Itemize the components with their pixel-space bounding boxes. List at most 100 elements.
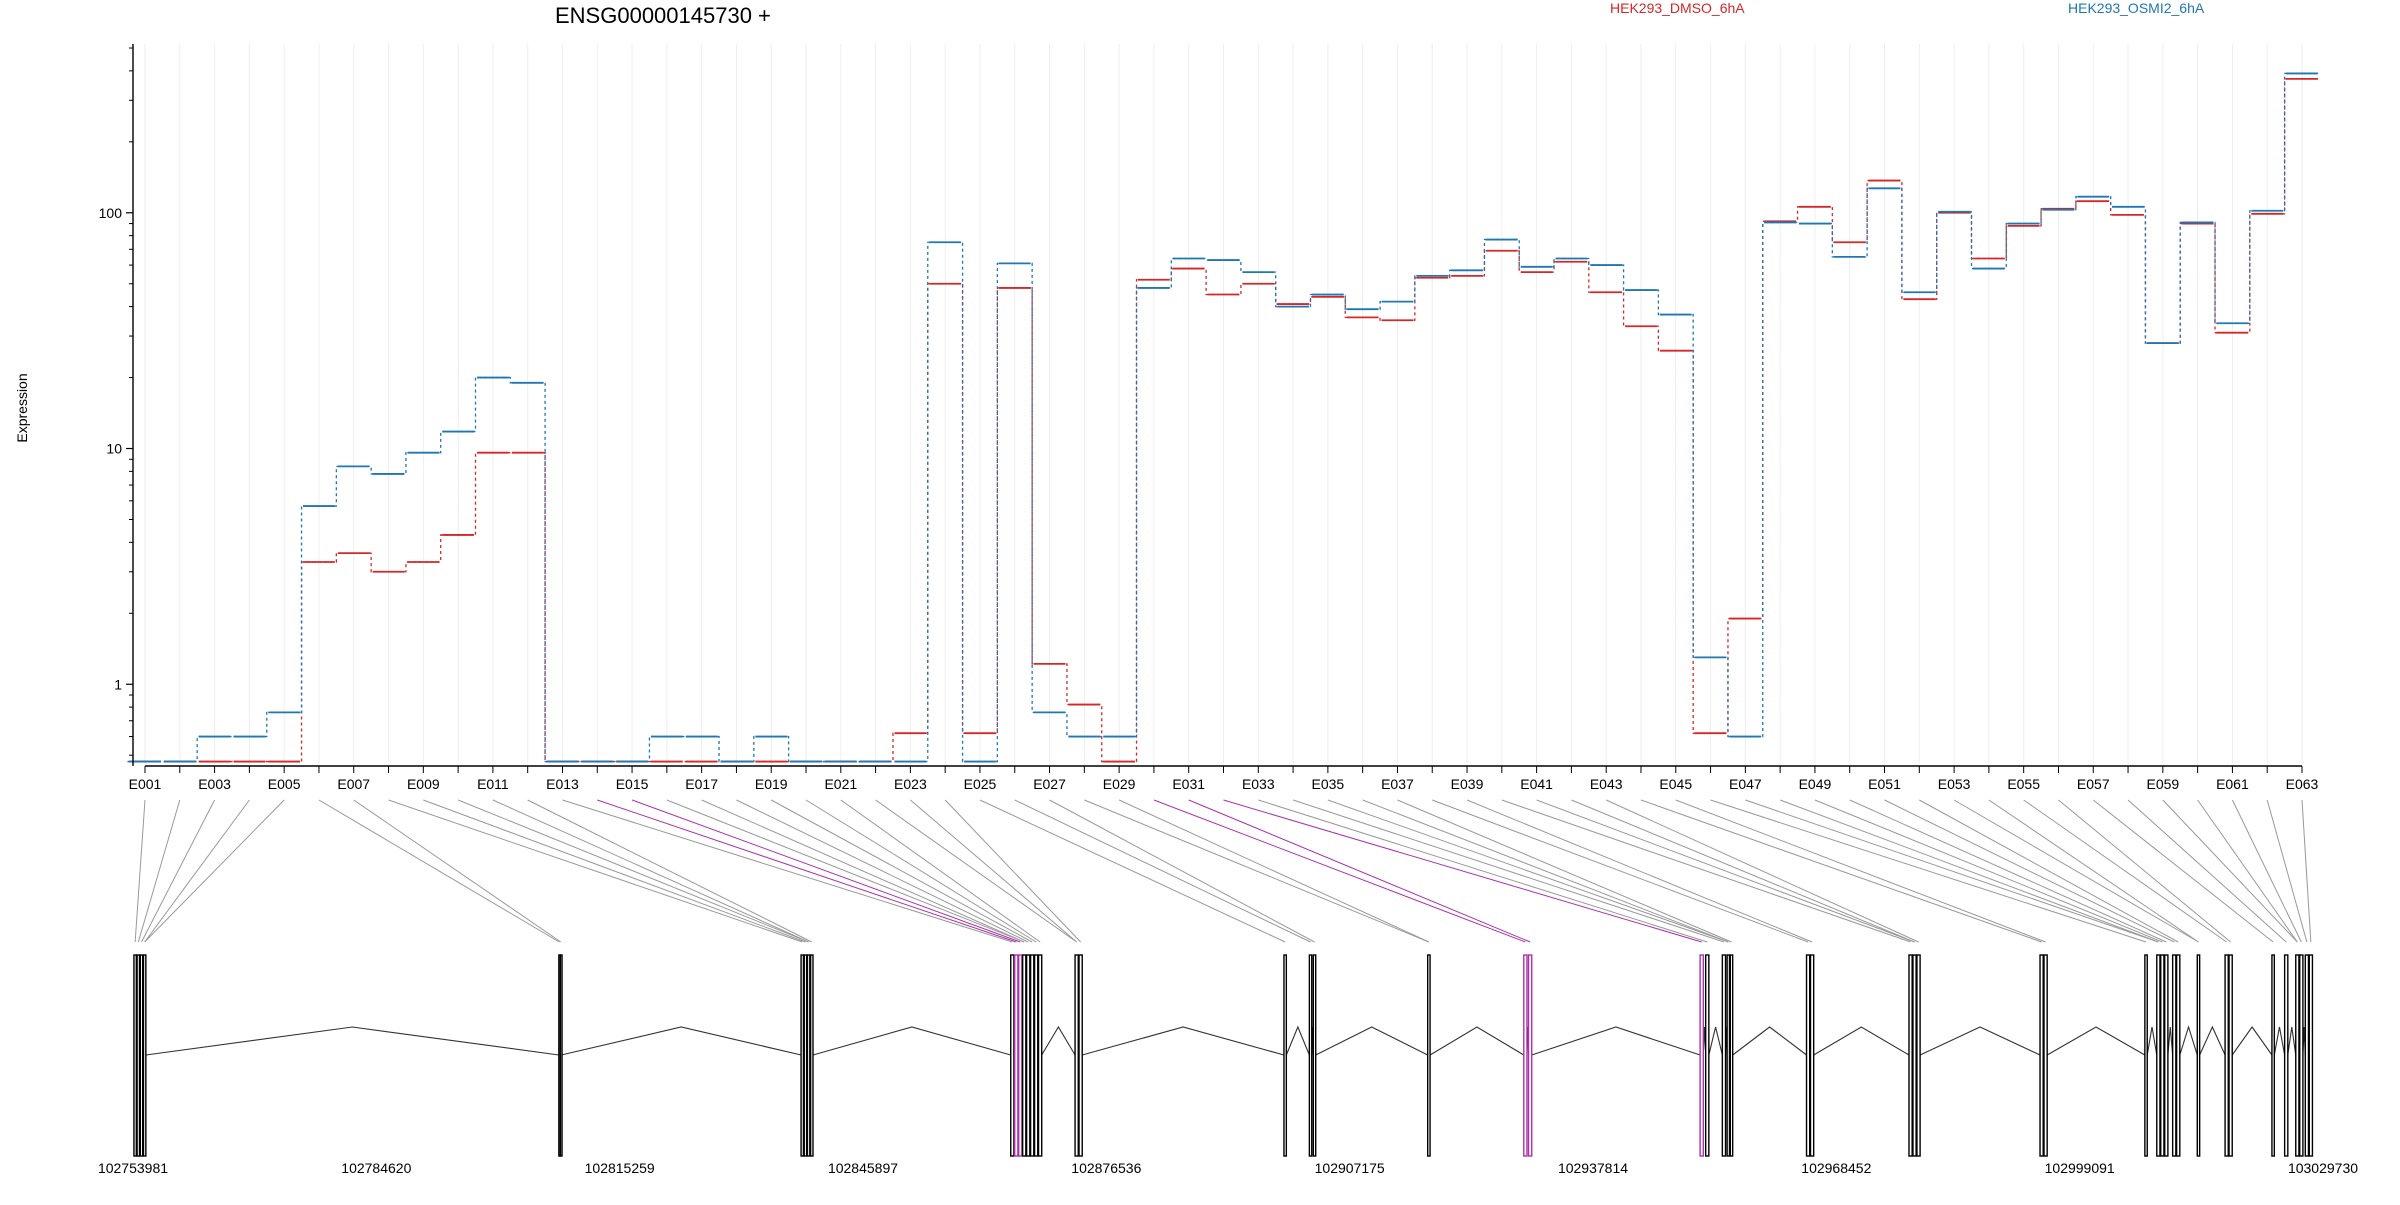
exon-box	[1721, 954, 1727, 1157]
connector-E005	[144, 799, 285, 943]
connector-E052	[1919, 799, 2179, 943]
y-axis-label: Expression	[14, 373, 30, 442]
connector-E044	[1640, 799, 2042, 943]
x-tick-label-E045: E045	[1659, 776, 1692, 792]
connector-E040	[1501, 799, 1911, 943]
exon-box	[2271, 954, 2276, 1157]
connector-E043	[1605, 799, 1919, 943]
connector-E015	[631, 799, 1021, 943]
genomic-coordinate-label: 102968452	[1801, 1160, 1871, 1176]
exon-box	[803, 954, 808, 1157]
connector-E047	[1745, 799, 2159, 943]
connector-E061	[2231, 799, 2302, 943]
exon-box	[1726, 954, 1731, 1157]
exon-box	[1014, 954, 1019, 1157]
exon-box	[2043, 954, 2048, 1157]
exon-box	[2224, 954, 2229, 1157]
exon-box	[1308, 954, 1313, 1157]
connector-E011	[492, 799, 809, 943]
connector-E045	[1675, 799, 2046, 943]
intron-line	[1429, 1026, 1525, 1056]
intron-line	[561, 1026, 802, 1056]
intron-line	[2231, 1026, 2273, 1056]
intron-line	[1082, 1026, 1285, 1056]
exon-box	[1029, 954, 1035, 1157]
x-tick-label-E019: E019	[755, 776, 788, 792]
x-tick-label-E049: E049	[1799, 776, 1832, 792]
genomic-coordinate-label: 102907175	[1315, 1160, 1385, 1176]
connector-E036	[1362, 799, 1729, 943]
connector-E027	[1049, 799, 1315, 943]
connector-E049	[1814, 799, 2163, 943]
intron-line	[1919, 1026, 2041, 1056]
grid-layer	[144, 44, 2303, 764]
x-tick-label-E017: E017	[685, 776, 718, 792]
genomic-coordinate-label: 102876536	[1071, 1160, 1141, 1176]
connector-E017	[701, 799, 1025, 943]
x-tick-label-E027: E027	[1033, 776, 1066, 792]
connector-E026	[1014, 799, 1311, 943]
x-tick-label-E047: E047	[1729, 776, 1762, 792]
connector-E020	[805, 799, 1037, 943]
x-tick-label-E037: E037	[1381, 776, 1414, 792]
series-osmi2	[127, 72, 2320, 763]
exon-box	[1426, 954, 1431, 1157]
exon-box	[2283, 954, 2289, 1157]
exon-box	[559, 954, 563, 1157]
x-tick-label-E063: E063	[2286, 776, 2319, 792]
exon-box	[142, 954, 147, 1157]
connector-E012	[527, 799, 813, 943]
axis-layer: 1 10 100 E001 E003 E005 E007 E009 E011 E013 E015 E0…	[99, 44, 2319, 792]
intron-line	[2179, 1025, 2198, 1056]
connector-E004	[144, 799, 250, 943]
x-tick-label-E031: E031	[1172, 776, 1205, 792]
connector-E022	[875, 799, 1077, 943]
x-tick-label-E025: E025	[964, 776, 997, 792]
text-layer: ENSG00000145730 + HEK293_DMSO_6hA HEK293…	[14, 0, 2205, 443]
connector-E013	[562, 799, 1013, 943]
intron-line	[1708, 1026, 1723, 1056]
genomic-coordinate-label: 102753981	[98, 1160, 168, 1176]
exon-box	[136, 954, 141, 1157]
connector-E053	[1953, 799, 2199, 943]
exon-box	[806, 954, 811, 1157]
connector-layer	[134, 799, 2312, 943]
x-tick-label-E029: E029	[1103, 776, 1136, 792]
x-tick-label-E059: E059	[2146, 776, 2179, 792]
exon-box	[2175, 954, 2181, 1157]
exon-box	[1908, 954, 1913, 1157]
x-tick-label-E041: E041	[1520, 776, 1553, 792]
genomic-coordinate-label: 102937814	[1558, 1160, 1628, 1176]
intron-line	[2167, 1026, 2174, 1056]
connector-E031	[1188, 799, 1531, 943]
connector-E042	[1571, 799, 1915, 943]
exon-box	[1809, 954, 1815, 1157]
x-tick-label-E033: E033	[1242, 776, 1275, 792]
connector-E034	[1292, 799, 1725, 943]
genomic-coordinate-label: 102784620	[341, 1160, 411, 1176]
intron-line	[145, 1026, 559, 1056]
connector-E051	[1884, 799, 2175, 943]
exon-box	[1037, 954, 1043, 1157]
exon-box	[1017, 954, 1023, 1157]
x-tick-label-E003: E003	[198, 776, 231, 792]
connector-E002	[137, 799, 181, 943]
connector-E030	[1153, 799, 1526, 943]
connector-E060	[2197, 799, 2298, 943]
exon-box	[2295, 954, 2300, 1157]
x-tick-label-E023: E023	[894, 776, 927, 792]
exon-box	[2308, 954, 2314, 1157]
exon-box	[2039, 954, 2044, 1157]
connector-E032	[1223, 799, 1702, 943]
connector-E001	[134, 799, 146, 943]
exon-box	[2171, 954, 2177, 1157]
exon-box	[133, 954, 138, 1157]
exon-box	[1283, 954, 1288, 1157]
legend-entry-dmso: HEK293_DMSO_6hA	[1610, 0, 1745, 16]
gene-model-layer: 102753981 102784620 102815259 102845897 1028…	[98, 954, 2358, 1176]
x-tick-label-E061: E061	[2216, 776, 2249, 792]
connector-E008	[388, 799, 803, 943]
connector-E046	[1710, 799, 2147, 943]
x-tick-label-E021: E021	[824, 776, 857, 792]
exon-box	[809, 954, 814, 1157]
